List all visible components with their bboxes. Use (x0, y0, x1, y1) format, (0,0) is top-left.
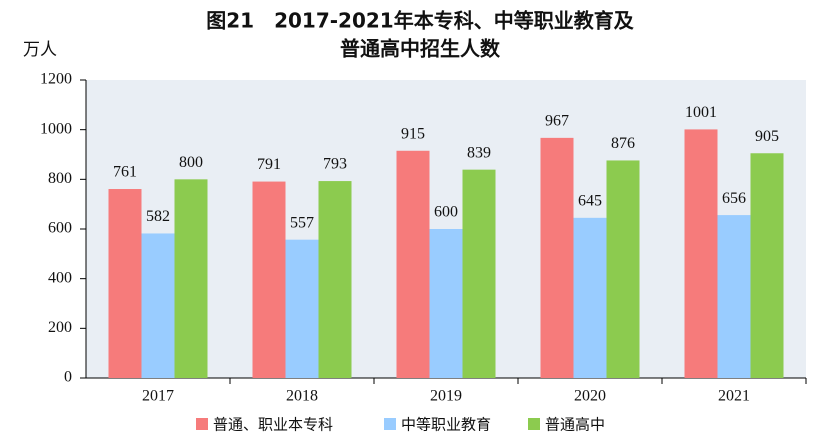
y-tick-label: 800 (48, 170, 72, 187)
value-label: 582 (146, 208, 170, 225)
y-tick-label: 1000 (40, 120, 72, 137)
value-label: 600 (434, 204, 458, 221)
value-label: 876 (611, 135, 635, 152)
bar (462, 169, 496, 378)
bar (750, 153, 784, 378)
value-label: 761 (113, 164, 137, 181)
bar (141, 233, 175, 378)
y-tick-label: 600 (48, 220, 72, 237)
legend-swatch (528, 418, 540, 430)
bar (717, 215, 751, 378)
value-label: 1001 (685, 104, 717, 121)
bar (174, 179, 208, 378)
bar (252, 181, 286, 378)
value-label: 656 (722, 190, 746, 207)
x-tick-label: 2020 (574, 388, 606, 405)
y-tick-label: 200 (48, 319, 72, 336)
bar (108, 189, 142, 378)
bar (318, 181, 352, 378)
bar (429, 229, 463, 378)
x-tick-label: 2017 (142, 388, 174, 405)
value-label: 967 (545, 113, 569, 130)
bar (540, 137, 574, 378)
legend-label: 普通、职业本专科 (213, 416, 333, 434)
value-label: 839 (467, 144, 491, 161)
value-label: 557 (290, 214, 314, 231)
y-tick-label: 400 (48, 269, 72, 286)
bar (684, 129, 718, 378)
legend-swatch (196, 418, 208, 430)
value-label: 800 (179, 154, 203, 171)
x-tick-label: 2021 (718, 388, 750, 405)
value-label: 645 (578, 192, 602, 209)
value-label: 791 (257, 156, 281, 173)
legend-label: 中等职业教育 (401, 416, 491, 434)
y-axis-label: 万人 (23, 40, 57, 60)
value-label: 793 (323, 156, 347, 173)
bar (285, 239, 319, 378)
chart-title: 普通高中招生人数 (340, 37, 501, 61)
legend-swatch (384, 418, 396, 430)
y-tick-label: 0 (64, 369, 72, 386)
y-tick-label: 1200 (40, 71, 72, 88)
legend-label: 普通高中 (545, 416, 605, 434)
value-label: 905 (755, 128, 779, 145)
value-label: 915 (401, 125, 425, 142)
bar (396, 150, 430, 378)
bar (573, 217, 607, 378)
bar (606, 160, 640, 378)
chart-title: 图21 2017-2021年本专科、中等职业教育及 (206, 9, 634, 33)
x-tick-label: 2018 (286, 388, 318, 405)
x-tick-label: 2019 (430, 388, 462, 405)
